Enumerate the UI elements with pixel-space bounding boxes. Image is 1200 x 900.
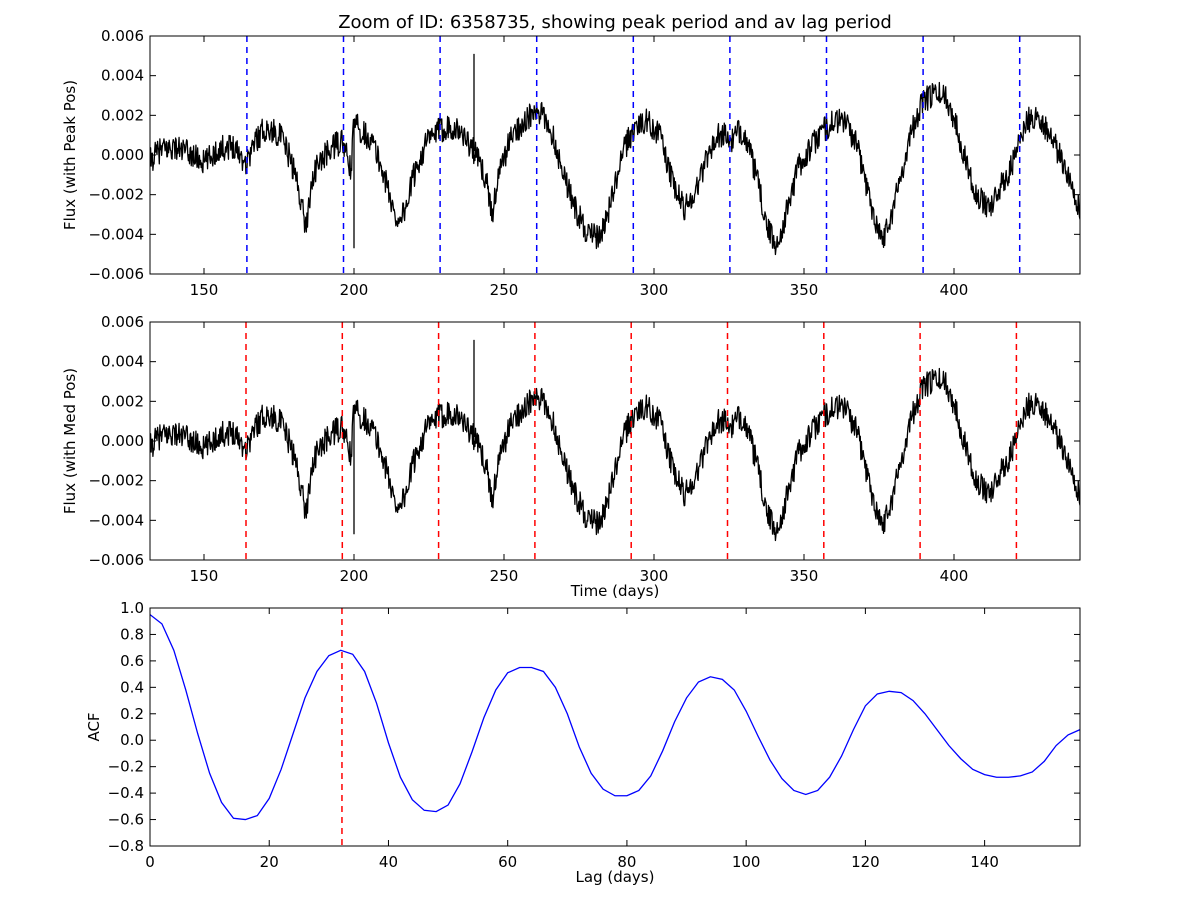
x-tick-label: 60 [498,853,517,871]
y-tick-label: −0.8 [108,837,144,855]
y-axis-label: Flux (with Peak Pos) [61,80,79,230]
x-tick-label: 20 [260,853,279,871]
y-tick-label: 0.006 [101,27,144,45]
y-tick-label: −0.006 [88,551,144,569]
plot-area [150,36,1080,274]
figure-title: Zoom of ID: 6358735, showing peak period… [338,12,892,33]
y-tick-label: −0.004 [88,225,144,243]
x-tick-label: 140 [970,853,999,871]
y-tick-label: −0.004 [88,511,144,529]
y-axis-label: Flux (with Med Pos) [61,368,79,514]
plot-area [150,322,1080,560]
y-tick-label: 0.002 [101,106,144,124]
x-tick-label: 400 [940,281,969,299]
x-tick-label: 200 [340,567,369,585]
acf-series-line [150,614,1080,821]
y-tick-label: −0.002 [88,472,144,490]
y-tick-label: 0.004 [101,67,144,85]
y-tick-label: 0.0 [120,731,144,749]
y-tick-label: 1.0 [120,599,144,617]
x-tick-label: 350 [790,281,819,299]
subplot-2: 150 200 250 300 350 400 −0.006 −0.004 −0.002 0.00… [61,313,1081,600]
x-tick-label: 300 [640,567,669,585]
flux-series-line [150,339,1080,542]
subplot-3: 0 20 40 60 80 100 120 140 −0.8 −0.6 −0.4 −0.2 0.0 0.2… [85,599,1081,886]
y-tick-label: 0.004 [101,353,144,371]
plot-area [150,608,1080,846]
y-tick-label: 0.006 [101,313,144,331]
x-tick-label: 120 [851,853,880,871]
y-tick-label: 0.2 [120,705,144,723]
subplot-1: 150 200 250 300 350 400 −0.006 −0.004 −0.002 0.00… [61,27,1081,299]
x-tick-label: 200 [340,281,369,299]
x-tick-label: 350 [790,567,819,585]
x-axis-label: Time (days) [570,582,660,600]
x-tick-label: 400 [940,567,969,585]
x-axis-label: Lag (days) [576,868,655,886]
x-tick-label: 150 [190,567,219,585]
y-tick-label: 0.000 [101,432,144,450]
y-tick-label: 0.6 [120,652,144,670]
x-tick-label: 250 [490,281,519,299]
y-tick-label: 0.002 [101,392,144,410]
y-tick-label: 0.8 [120,625,144,643]
x-tick-label: 300 [640,281,669,299]
x-tick-label: 150 [190,281,219,299]
y-tick-label: 0.000 [101,146,144,164]
x-tick-label: 80 [617,853,636,871]
y-tick-label: −0.006 [88,265,144,283]
y-axis-label: ACF [85,712,103,741]
y-tick-label: −0.4 [108,784,144,802]
y-tick-label: −0.6 [108,811,144,829]
x-tick-label: 0 [145,853,155,871]
flux-series-line [150,53,1080,256]
subplots: 150 200 250 300 350 400−0.006−0.004−0.0020.00… [61,27,1081,886]
x-tick-label: 250 [490,567,519,585]
x-tick-label: 40 [379,853,398,871]
x-tick-label: 100 [732,853,761,871]
y-tick-label: −0.2 [108,758,144,776]
y-tick-label: 0.4 [120,678,144,696]
plot-frame [149,607,1081,847]
y-tick-label: −0.002 [88,186,144,204]
